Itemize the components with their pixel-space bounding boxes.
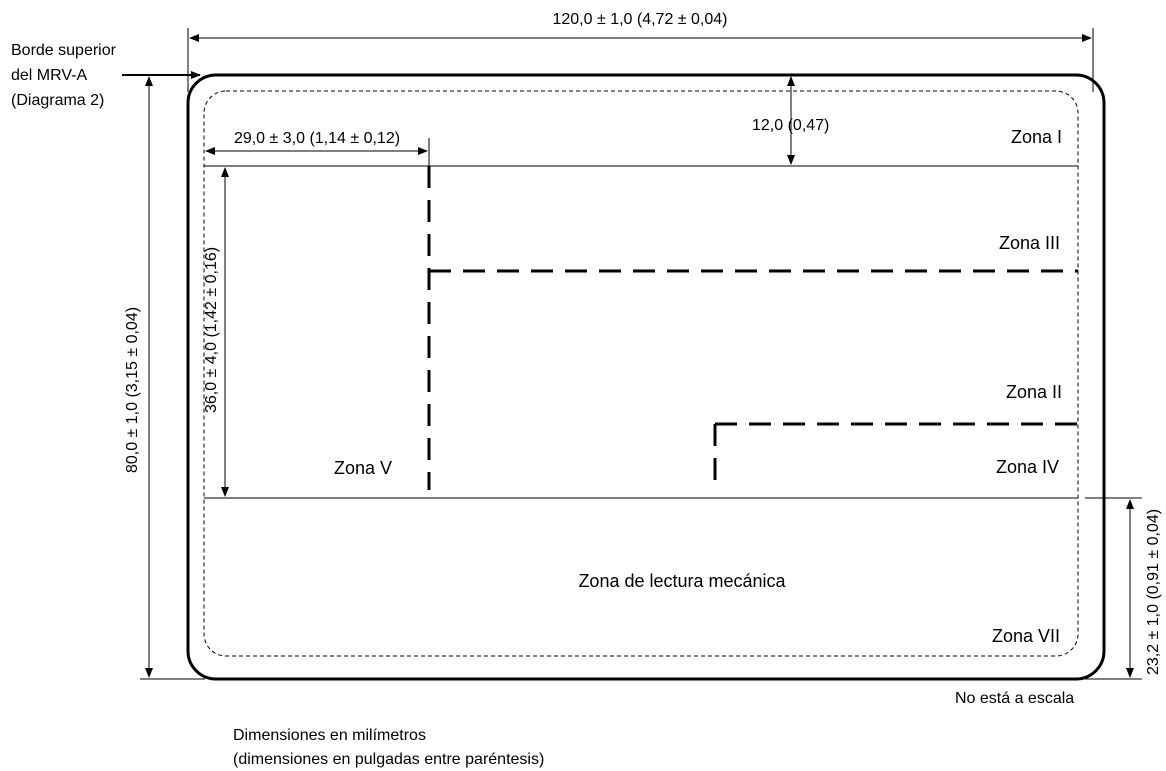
width-dimension-label: 120,0 ± 1,0 (4,72 ± 0,04) bbox=[552, 11, 727, 28]
mrz-label: Zona de lectura mecánica bbox=[578, 571, 786, 591]
card-inner-margin bbox=[203, 90, 1079, 657]
zone-3-label: Zona III bbox=[999, 233, 1060, 253]
not-to-scale-note: No está a escala bbox=[955, 690, 1074, 707]
zone1-depth-label: 12,0 (0,47) bbox=[752, 117, 829, 134]
top-edge-note-line3: (Diagrama 2) bbox=[11, 92, 104, 109]
units-note-line1: Dimensiones en milímetros bbox=[233, 727, 426, 744]
left-offset-label: 29,0 ± 3,0 (1,14 ± 0,12) bbox=[234, 130, 400, 147]
mrz-height-label: 23,2 ± 1,0 (0,91 ± 0,04) bbox=[1145, 509, 1162, 675]
zone-1-label: Zona I bbox=[1011, 127, 1062, 147]
zone-5-label: Zona V bbox=[334, 458, 392, 478]
zone-4-label: Zona IV bbox=[996, 457, 1059, 477]
top-edge-note-line2: del MRV-A bbox=[11, 67, 88, 84]
top-edge-note-line1: Borde superior bbox=[11, 42, 117, 59]
zone-7-label: Zona VII bbox=[992, 626, 1060, 646]
card-outline bbox=[186, 73, 1106, 681]
zone5-height-label: 36,0 ± 4,0 (1,42 ± 0,16) bbox=[203, 247, 220, 413]
height-dimension-label: 80,0 ± 1,0 (3,15 ± 0,04) bbox=[124, 307, 141, 473]
units-note-line2: (dimensiones en pulgadas entre paréntesi… bbox=[233, 751, 544, 768]
zone-2-label: Zona II bbox=[1006, 382, 1062, 402]
